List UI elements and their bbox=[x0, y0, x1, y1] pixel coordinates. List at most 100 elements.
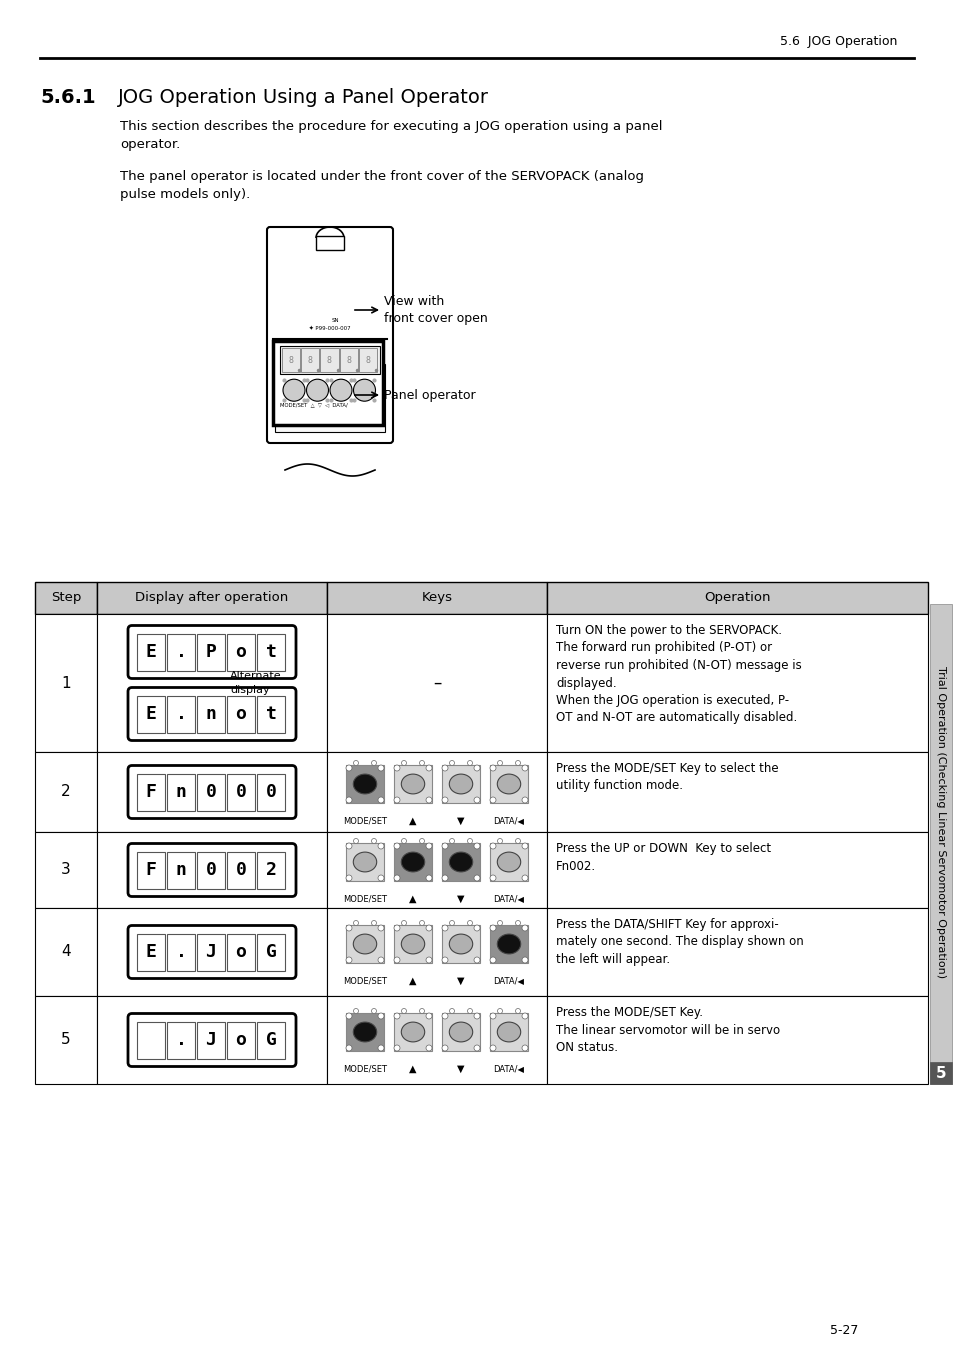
Bar bbox=[196, 695, 225, 733]
FancyBboxPatch shape bbox=[346, 844, 384, 882]
Text: DATA/◀: DATA/◀ bbox=[493, 976, 524, 986]
Circle shape bbox=[377, 796, 384, 803]
Bar bbox=[227, 1022, 254, 1059]
Bar bbox=[196, 634, 225, 671]
Text: .: . bbox=[175, 942, 186, 961]
FancyBboxPatch shape bbox=[441, 1013, 479, 1051]
Text: n: n bbox=[175, 783, 186, 800]
Text: n: n bbox=[205, 704, 216, 723]
Circle shape bbox=[441, 1045, 448, 1051]
Text: t: t bbox=[265, 704, 276, 723]
Circle shape bbox=[474, 844, 479, 849]
Ellipse shape bbox=[353, 934, 376, 955]
Bar bbox=[97, 831, 327, 909]
Circle shape bbox=[449, 760, 454, 765]
Bar bbox=[137, 634, 165, 671]
Text: E: E bbox=[146, 644, 156, 661]
Circle shape bbox=[474, 925, 479, 932]
Text: ▼: ▼ bbox=[456, 1064, 464, 1073]
FancyBboxPatch shape bbox=[394, 844, 432, 882]
Circle shape bbox=[419, 921, 424, 926]
Circle shape bbox=[346, 844, 352, 849]
Circle shape bbox=[426, 765, 432, 771]
FancyBboxPatch shape bbox=[490, 925, 527, 963]
Text: Display after operation: Display after operation bbox=[135, 592, 289, 604]
Bar bbox=[546, 831, 927, 909]
Circle shape bbox=[346, 925, 352, 932]
FancyBboxPatch shape bbox=[128, 844, 295, 896]
Bar bbox=[137, 695, 165, 733]
Bar bbox=[280, 346, 379, 375]
Text: 2: 2 bbox=[265, 861, 276, 879]
Circle shape bbox=[377, 1045, 384, 1051]
Circle shape bbox=[354, 379, 375, 402]
Text: Operation: Operation bbox=[703, 592, 770, 604]
Ellipse shape bbox=[353, 775, 376, 794]
Text: 1: 1 bbox=[61, 676, 71, 691]
Ellipse shape bbox=[449, 852, 472, 872]
Circle shape bbox=[377, 765, 384, 771]
Circle shape bbox=[394, 957, 399, 963]
Text: J: J bbox=[205, 942, 216, 961]
Text: DATA/◀: DATA/◀ bbox=[493, 1064, 524, 1073]
Ellipse shape bbox=[449, 1022, 472, 1042]
Bar bbox=[256, 634, 285, 671]
Text: 3: 3 bbox=[61, 863, 71, 877]
Bar bbox=[256, 933, 285, 971]
Bar bbox=[327, 831, 546, 909]
Bar bbox=[167, 634, 194, 671]
Text: 8: 8 bbox=[346, 356, 351, 365]
Bar bbox=[137, 933, 165, 971]
Circle shape bbox=[426, 844, 432, 849]
Ellipse shape bbox=[497, 934, 520, 955]
Bar bbox=[546, 581, 927, 614]
Text: 5.6.1: 5.6.1 bbox=[40, 88, 95, 107]
FancyBboxPatch shape bbox=[394, 765, 432, 803]
Bar bbox=[137, 1022, 165, 1059]
Circle shape bbox=[346, 1013, 352, 1019]
Circle shape bbox=[467, 760, 472, 765]
Bar bbox=[97, 996, 327, 1084]
Ellipse shape bbox=[449, 934, 472, 955]
Text: The panel operator is located under the front cover of the SERVOPACK (analog
pul: The panel operator is located under the … bbox=[120, 170, 643, 201]
Text: o: o bbox=[235, 1032, 246, 1049]
Circle shape bbox=[515, 921, 520, 926]
FancyBboxPatch shape bbox=[490, 844, 527, 882]
Circle shape bbox=[377, 957, 384, 963]
Text: E: E bbox=[146, 704, 156, 723]
Text: –: – bbox=[433, 675, 440, 692]
Text: 0: 0 bbox=[205, 861, 216, 879]
Circle shape bbox=[394, 1045, 399, 1051]
Text: This section describes the procedure for executing a JOG operation using a panel: This section describes the procedure for… bbox=[120, 120, 661, 151]
Circle shape bbox=[426, 1045, 432, 1051]
Text: P: P bbox=[205, 644, 216, 661]
Bar bbox=[167, 933, 194, 971]
Ellipse shape bbox=[401, 852, 424, 872]
Bar bbox=[227, 933, 254, 971]
Circle shape bbox=[419, 838, 424, 844]
Text: o: o bbox=[235, 704, 246, 723]
Circle shape bbox=[490, 957, 496, 963]
FancyBboxPatch shape bbox=[273, 341, 382, 425]
Circle shape bbox=[394, 796, 399, 803]
Text: ▲: ▲ bbox=[409, 976, 416, 986]
Circle shape bbox=[346, 765, 352, 771]
Ellipse shape bbox=[401, 934, 424, 955]
Circle shape bbox=[401, 1009, 406, 1014]
Bar bbox=[327, 909, 546, 996]
Text: F: F bbox=[146, 783, 156, 800]
Bar bbox=[256, 1022, 285, 1059]
Bar bbox=[546, 909, 927, 996]
Circle shape bbox=[401, 921, 406, 926]
Circle shape bbox=[441, 796, 448, 803]
FancyBboxPatch shape bbox=[128, 688, 295, 741]
Circle shape bbox=[441, 765, 448, 771]
Text: Press the MODE/SET Key.
The linear servomotor will be in servo
ON status.: Press the MODE/SET Key. The linear servo… bbox=[556, 1006, 780, 1055]
FancyBboxPatch shape bbox=[128, 1014, 295, 1067]
Bar bbox=[196, 1022, 225, 1059]
Circle shape bbox=[401, 760, 406, 765]
FancyBboxPatch shape bbox=[128, 765, 295, 818]
Bar bbox=[35, 831, 97, 909]
Circle shape bbox=[377, 875, 384, 882]
FancyBboxPatch shape bbox=[346, 765, 384, 803]
